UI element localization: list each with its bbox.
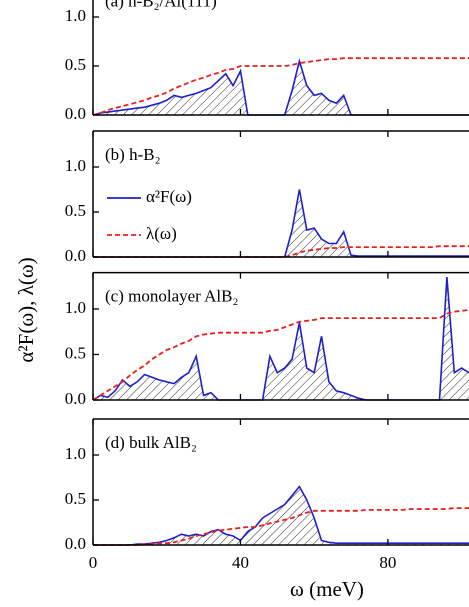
series-line [93, 485, 469, 546]
hatched-area [93, 61, 469, 115]
y-tick-label: 0.5 [65, 55, 86, 74]
y-axis-label: α²F(ω), λ(ω) [14, 257, 38, 362]
x-axis-label: ω (meV) [290, 577, 364, 601]
legend-label: λ(ω) [146, 224, 177, 243]
hatched-area [93, 486, 469, 545]
x-tick-label: 40 [232, 553, 249, 572]
y-tick-label: 0.0 [65, 534, 86, 553]
y-tick-label: 0.5 [65, 489, 86, 508]
panel-title: (b) h-B₂ [105, 145, 161, 164]
y-tick-label: 1.0 [65, 156, 86, 175]
y-tick-label: 1.0 [65, 6, 86, 25]
y-tick-label: 0.0 [65, 246, 86, 265]
series-line [92, 57, 469, 116]
hatched-area [93, 277, 469, 400]
panel-title: (a) h-B₂/Al(111) [105, 0, 217, 11]
panel-title: (c) monolayer AlB₂ [105, 287, 238, 306]
x-tick-label: 80 [379, 553, 396, 572]
y-tick-label: 0.0 [65, 104, 86, 123]
x-tick-label: 0 [89, 553, 98, 572]
y-tick-label: 1.0 [65, 298, 86, 317]
y-tick-label: 0.5 [65, 201, 86, 220]
panel-title: (d) bulk AlB₂ [105, 433, 197, 452]
y-tick-label: 0.0 [65, 389, 86, 408]
series-line [92, 309, 469, 401]
legend-label: α²F(ω) [146, 187, 192, 206]
y-tick-label: 0.5 [65, 343, 86, 362]
y-tick-label: 1.0 [65, 444, 86, 463]
